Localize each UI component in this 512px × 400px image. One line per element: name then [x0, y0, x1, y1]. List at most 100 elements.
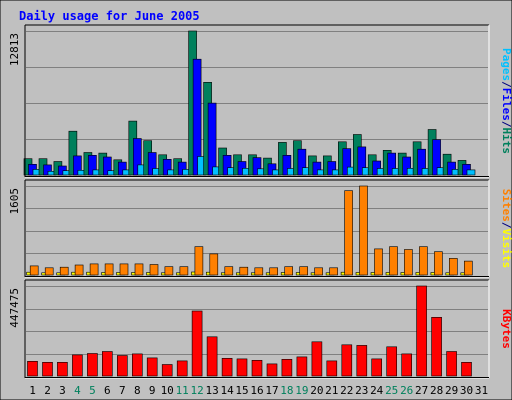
x-tick-label-day-14: 14 [220, 384, 234, 397]
legend-entry: Hits [500, 128, 512, 155]
bar-sites-day-26 [404, 249, 413, 276]
x-tick-label-day-16: 16 [250, 384, 263, 397]
x-tick-label-day-13: 13 [205, 384, 218, 397]
bar-kbytes-day-26 [401, 353, 413, 377]
y-max-label: 12813 [8, 33, 21, 66]
legend-visits: Sites/Visits [500, 189, 512, 269]
bar-sites-day-15 [239, 266, 249, 276]
bar-files-day-25 [387, 152, 397, 176]
x-tick-label-day-28: 28 [430, 384, 443, 397]
legend-entry: / [500, 222, 512, 229]
bar-sites-day-2 [44, 267, 54, 276]
legend-entry: KBytes [500, 309, 512, 349]
bar-files-day-6 [103, 156, 112, 176]
legend-hits: Pages/Files/Hits [500, 48, 512, 154]
x-tick-label-day-11: 11 [176, 384, 189, 397]
bar-kbytes-day-10 [161, 364, 173, 377]
x-tick-label-day-3: 3 [59, 384, 66, 397]
x-tick-label-day-24: 24 [370, 384, 384, 397]
x-tick-label-day-18: 18 [280, 384, 293, 397]
x-tick-label-day-19: 19 [295, 384, 308, 397]
x-tick-label-day-25: 25 [385, 384, 398, 397]
bar-sites-day-14 [224, 266, 234, 276]
bar-files-day-18 [282, 155, 292, 176]
bar-sites-day-28 [434, 251, 443, 276]
bar-files-day-19 [297, 148, 307, 176]
bar-sites-day-8 [134, 263, 144, 276]
bar-files-day-8 [133, 138, 142, 176]
bar-kbytes-day-30 [461, 361, 472, 377]
bar-sites-day-5 [89, 263, 99, 276]
x-tick-label-day-10: 10 [161, 384, 174, 397]
bar-kbytes-day-29 [446, 351, 457, 377]
legend-entry: Pages [500, 48, 512, 81]
bar-sites-day-10 [164, 266, 174, 276]
bar-sites-day-7 [119, 263, 129, 276]
bar-files-day-21 [327, 161, 337, 176]
x-tick-label-day-4: 4 [74, 384, 81, 397]
bar-sites-day-22 [344, 190, 353, 276]
bar-files-day-14 [222, 155, 232, 176]
bar-files-day-20 [312, 161, 322, 176]
plot-area [25, 25, 489, 177]
panel-kbytes: 447475 KBytes [8, 279, 512, 379]
bar-sites-day-30 [463, 260, 473, 276]
bar-files-day-5 [88, 155, 97, 176]
bar-sites-day-25 [389, 246, 398, 276]
bar-kbytes-day-16 [251, 359, 263, 377]
bar-kbytes-day-15 [236, 358, 248, 377]
panel-hits: 12813 Pages/Files/Hits [8, 24, 512, 178]
bar-kbytes-day-19 [296, 356, 308, 377]
bar-sites-day-27 [419, 246, 428, 276]
x-tick-label-day-8: 8 [134, 384, 141, 397]
bar-kbytes-day-20 [311, 341, 323, 377]
x-tick-label-day-7: 7 [119, 384, 126, 397]
x-tick-label-day-30: 30 [460, 384, 473, 397]
bar-sites-day-16 [254, 267, 264, 276]
bar-sites-day-12 [194, 246, 204, 276]
bar-kbytes-day-3 [57, 361, 68, 377]
bar-files-day-12 [192, 58, 202, 176]
x-tick-label-day-20: 20 [310, 384, 323, 397]
bar-files-day-27 [417, 148, 426, 176]
bar-sites-day-13 [209, 253, 219, 276]
x-tick-label-day-27: 27 [415, 384, 428, 397]
bar-files-day-9 [147, 152, 157, 176]
bar-hits-day-4 [68, 130, 78, 176]
x-tick-label-day-9: 9 [149, 384, 156, 397]
bar-kbytes-day-9 [146, 357, 158, 377]
bar-kbytes-day-28 [431, 316, 442, 377]
bar-kbytes-day-22 [341, 344, 353, 377]
bar-kbytes-day-21 [326, 360, 338, 377]
bar-files-day-13 [207, 102, 217, 176]
bar-files-day-16 [252, 157, 262, 176]
bar-sites-day-9 [149, 264, 159, 276]
bar-sites-day-18 [284, 266, 294, 276]
bar-kbytes-day-18 [281, 358, 293, 377]
legend-entry: Files [500, 88, 512, 121]
legend-entry: Visits [500, 229, 512, 269]
bar-files-day-10 [162, 159, 172, 176]
x-tick-label-day-17: 17 [265, 384, 278, 397]
legend-entry: / [500, 81, 512, 88]
bar-sites-day-6 [104, 263, 114, 276]
bar-kbytes-day-1 [27, 360, 38, 377]
x-axis-labels: 1 2 3 4 5 6 7 8 9 10 11 12 13 14 15 16 17 18 19 20 21 22 23 24 2… [29, 384, 488, 397]
legend-entry: Sites [500, 189, 512, 222]
bar-sites-day-1 [29, 265, 39, 276]
bar-files-day-2 [43, 164, 52, 176]
bar-kbytes-day-5 [87, 353, 98, 377]
bar-kbytes-day-24 [371, 358, 383, 377]
x-tick-label-day-31: 31 [475, 384, 488, 397]
chart-title: Daily usage for June 2005 [19, 9, 200, 23]
bar-kbytes-day-25 [386, 346, 398, 377]
bar-files-day-17 [267, 163, 277, 176]
bar-kbytes-day-23 [356, 345, 368, 377]
x-tick-label-day-23: 23 [355, 384, 368, 397]
bar-files-day-7 [118, 161, 127, 176]
bar-sites-day-11 [179, 266, 189, 276]
x-tick-label-day-12: 12 [190, 384, 203, 397]
x-tick-label-day-29: 29 [445, 384, 458, 397]
